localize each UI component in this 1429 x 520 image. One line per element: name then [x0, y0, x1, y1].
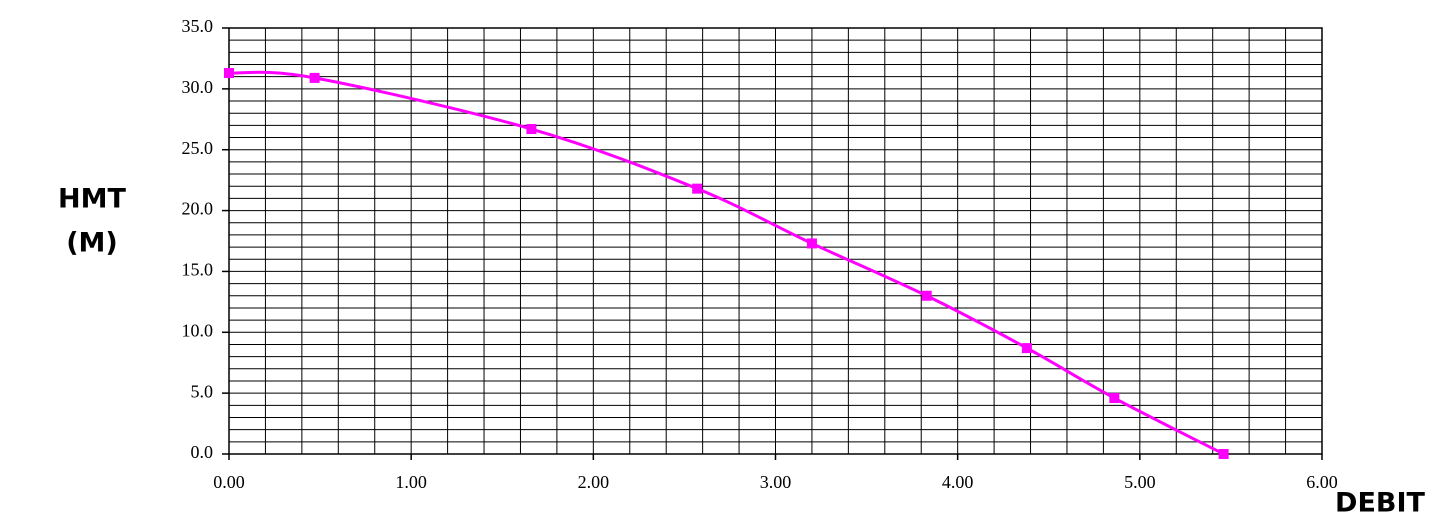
y-tick-label: 25.0 — [182, 138, 214, 158]
data-point — [224, 68, 234, 79]
data-point — [806, 238, 817, 249]
x-tick-label: 0.00 — [213, 472, 245, 492]
data-point — [1109, 393, 1120, 404]
series-line — [228, 70, 1225, 456]
y-tick-label: 0.0 — [191, 442, 214, 462]
y-tick-label: 10.0 — [182, 320, 214, 340]
data-point — [1021, 343, 1032, 354]
y-tick-label: 5.0 — [191, 381, 214, 401]
y-axis-title: (M) — [66, 228, 118, 259]
data-point — [526, 124, 537, 135]
x-tick-label: 6.00 — [1306, 472, 1338, 492]
y-axis-title: HMT — [58, 184, 126, 215]
y-tick-label: 15.0 — [182, 260, 214, 280]
data-point — [692, 183, 703, 194]
x-tick-label: 3.00 — [760, 472, 792, 492]
data-point — [921, 290, 932, 301]
y-tick-label: 35.0 — [182, 16, 214, 36]
x-axis-title: DEBIT — [1335, 488, 1425, 519]
x-tick-label: 1.00 — [395, 472, 427, 492]
x-tick-label: 2.00 — [578, 472, 610, 492]
y-tick-label: 30.0 — [182, 77, 214, 97]
x-tick-label: 5.00 — [1124, 472, 1156, 492]
data-point — [309, 72, 320, 83]
data-point — [1218, 449, 1229, 459]
y-tick-label: 20.0 — [182, 199, 214, 219]
x-tick-label: 4.00 — [942, 472, 974, 492]
